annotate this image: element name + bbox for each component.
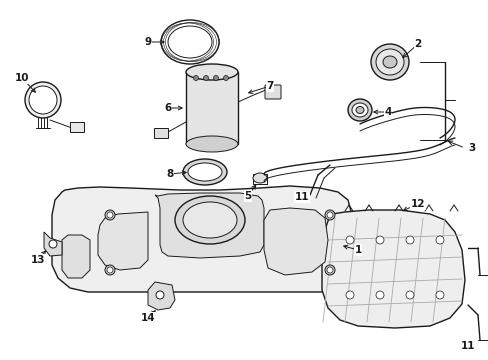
Circle shape bbox=[405, 236, 413, 244]
Circle shape bbox=[107, 267, 113, 273]
Ellipse shape bbox=[161, 20, 219, 64]
Polygon shape bbox=[155, 193, 264, 258]
Text: 8: 8 bbox=[166, 169, 173, 179]
Text: 10: 10 bbox=[15, 73, 29, 83]
Circle shape bbox=[223, 76, 228, 81]
Text: 9: 9 bbox=[144, 37, 151, 47]
FancyBboxPatch shape bbox=[264, 85, 281, 99]
Ellipse shape bbox=[168, 26, 212, 58]
Bar bbox=[70, 122, 84, 132]
Bar bbox=[185, 72, 238, 144]
Polygon shape bbox=[62, 235, 90, 278]
Circle shape bbox=[435, 291, 443, 299]
Ellipse shape bbox=[183, 202, 237, 238]
Text: 7: 7 bbox=[266, 81, 273, 91]
Circle shape bbox=[375, 291, 383, 299]
Ellipse shape bbox=[370, 44, 408, 80]
Circle shape bbox=[193, 76, 198, 81]
Text: 3: 3 bbox=[468, 143, 475, 153]
Circle shape bbox=[405, 291, 413, 299]
Text: 12: 12 bbox=[410, 199, 425, 209]
Circle shape bbox=[105, 210, 115, 220]
Polygon shape bbox=[321, 210, 464, 328]
Circle shape bbox=[346, 291, 353, 299]
Circle shape bbox=[435, 236, 443, 244]
Ellipse shape bbox=[185, 136, 238, 152]
Polygon shape bbox=[148, 282, 175, 310]
Ellipse shape bbox=[252, 173, 266, 183]
Text: 2: 2 bbox=[413, 39, 421, 49]
Circle shape bbox=[49, 240, 57, 248]
Ellipse shape bbox=[29, 86, 57, 114]
Circle shape bbox=[203, 76, 208, 81]
Circle shape bbox=[105, 265, 115, 275]
Text: 11: 11 bbox=[460, 341, 474, 351]
Polygon shape bbox=[98, 212, 148, 270]
Text: 6: 6 bbox=[164, 103, 171, 113]
Bar bbox=[154, 128, 168, 138]
Polygon shape bbox=[44, 232, 62, 256]
Circle shape bbox=[107, 212, 113, 218]
Text: 13: 13 bbox=[31, 255, 45, 265]
Ellipse shape bbox=[25, 82, 61, 118]
Ellipse shape bbox=[347, 99, 371, 121]
Circle shape bbox=[156, 291, 163, 299]
Text: 14: 14 bbox=[141, 313, 155, 323]
Text: 1: 1 bbox=[354, 245, 361, 255]
Ellipse shape bbox=[351, 103, 367, 117]
Text: 11: 11 bbox=[294, 192, 308, 202]
Polygon shape bbox=[264, 208, 327, 275]
Text: 5: 5 bbox=[244, 191, 251, 201]
Circle shape bbox=[326, 267, 332, 273]
Polygon shape bbox=[52, 186, 351, 292]
Circle shape bbox=[325, 265, 334, 275]
Ellipse shape bbox=[175, 196, 244, 244]
Ellipse shape bbox=[183, 159, 226, 185]
Circle shape bbox=[213, 76, 218, 81]
Circle shape bbox=[375, 236, 383, 244]
Circle shape bbox=[346, 236, 353, 244]
Ellipse shape bbox=[375, 49, 403, 75]
Circle shape bbox=[325, 210, 334, 220]
Circle shape bbox=[326, 212, 332, 218]
Ellipse shape bbox=[382, 56, 396, 68]
Ellipse shape bbox=[185, 64, 238, 80]
Text: 4: 4 bbox=[384, 107, 391, 117]
Ellipse shape bbox=[355, 107, 363, 113]
Ellipse shape bbox=[187, 163, 222, 181]
